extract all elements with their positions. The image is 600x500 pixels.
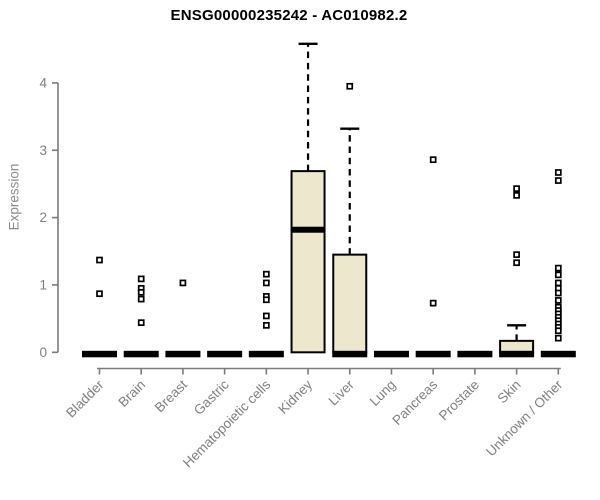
x-label-unknown-other: Unknown / Other [483,377,566,460]
box-liver [332,253,368,354]
y-tick-label-2: 2 [39,210,47,225]
outlier-unknown-other-16 [554,334,562,342]
median-pancreas [415,350,451,358]
x-label-breast: Breast [152,377,190,415]
chart-title: ENSG00000235242 - AC010982.2 [170,7,408,24]
outlier-skin-0 [513,185,520,192]
outlier-skin-3 [513,259,520,267]
outlier-unknown-other-4 [554,279,562,287]
outlier-skin-2 [513,251,520,258]
outlier-brain-0 [137,275,145,283]
outlier-hematopoietic-cells-5 [262,322,270,329]
outlier-liver-0 [346,82,354,90]
median-breast [165,350,201,358]
median-unknown-other [540,350,576,358]
median-lung [373,350,409,358]
outlier-bladder-0 [96,256,103,264]
median-skin [499,350,535,358]
outlier-hematopoietic-cells-4 [262,312,270,320]
median-gastric [207,350,243,358]
outlier-pancreas-1 [429,299,437,307]
outlier-unknown-other-1 [554,177,562,184]
outlier-pancreas-0 [429,156,437,164]
y-axis-label: Expression [6,163,22,231]
x-label-gastric: Gastric [191,377,232,418]
outlier-hematopoietic-cells-3 [262,296,270,304]
median-prostate [457,350,493,358]
outlier-brain-2 [137,289,145,296]
y-tick-label-4: 4 [39,75,47,90]
x-label-brain: Brain [115,377,148,410]
outlier-breast-0 [179,279,187,287]
y-tick-label-0: 0 [39,345,47,360]
outlier-unknown-other-3 [554,271,562,279]
median-hematopoietic-cells [248,350,284,358]
median-brain [123,350,159,358]
x-label-prostate: Prostate [436,377,482,423]
y-tick-label-3: 3 [39,143,47,158]
x-label-skin: Skin [495,377,524,406]
x-label-lung: Lung [367,377,399,409]
box-kidney [290,170,326,354]
x-label-pancreas: Pancreas [389,377,440,428]
x-label-liver: Liver [326,377,358,409]
outlier-skin-1 [513,192,520,199]
outlier-unknown-other-6 [554,289,562,297]
outlier-hematopoietic-cells-0 [262,270,270,278]
y-tick-label-1: 1 [39,277,47,292]
median-liver [332,350,368,358]
x-label-kidney: Kidney [275,377,315,417]
median-bladder [82,350,117,358]
outlier-brain-4 [137,319,145,327]
outlier-hematopoietic-cells-1 [262,279,270,287]
outlier-brain-3 [137,295,145,303]
x-label-bladder: Bladder [63,377,107,421]
outlier-unknown-other-2 [554,264,562,272]
outlier-unknown-other-15 [554,327,562,335]
outlier-unknown-other-7 [554,297,562,304]
median-kidney [291,226,326,233]
box-skin [499,339,535,354]
outlier-bladder-1 [96,290,103,298]
outlier-unknown-other-0 [554,169,562,176]
